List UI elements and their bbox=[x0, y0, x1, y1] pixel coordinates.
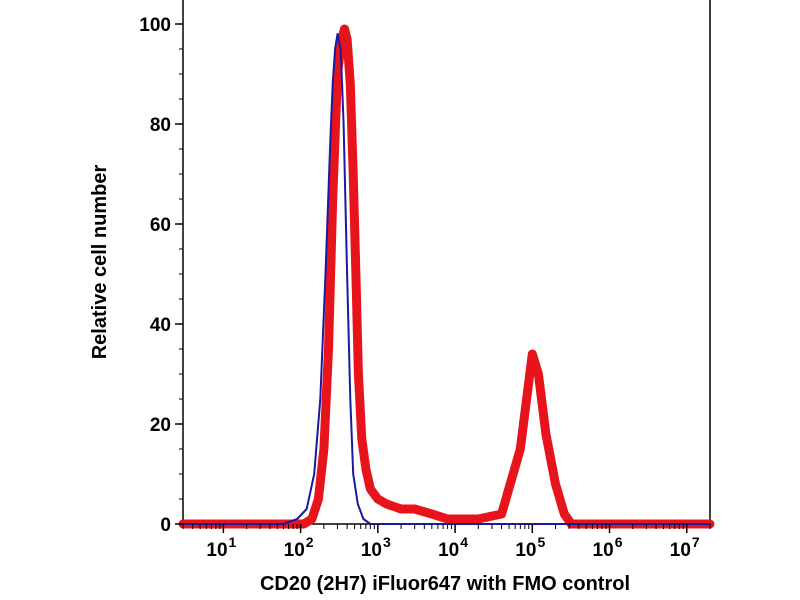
y-tick-label: 60 bbox=[150, 215, 171, 236]
plot-area bbox=[182, 0, 711, 525]
x-tick-label: 104 bbox=[438, 534, 468, 561]
x-tick-label: 101 bbox=[206, 534, 236, 561]
x-tick-label: 103 bbox=[361, 534, 391, 561]
series-line-fmo-control bbox=[182, 33, 711, 525]
y-tick-label: 20 bbox=[150, 415, 171, 436]
series-layer bbox=[178, 24, 715, 529]
y-tick-label: 100 bbox=[139, 15, 171, 36]
x-tick-label: 105 bbox=[515, 534, 545, 561]
x-tick-label: 102 bbox=[284, 534, 314, 561]
y-tick-label: 40 bbox=[150, 315, 171, 336]
y-axis-ticks: 0 20 40 60 80 100 bbox=[139, 15, 183, 536]
series-line-cd20-ifluor647 bbox=[178, 24, 715, 529]
x-axis-ticks: 101 102 103 104 105 106 107 bbox=[182, 524, 711, 561]
y-axis-title: Relative cell number bbox=[89, 165, 111, 360]
x-tick-label: 106 bbox=[593, 534, 623, 561]
y-tick-label: 80 bbox=[150, 115, 171, 136]
x-axis-title: CD20 (2H7) iFluor647 with FMO control bbox=[260, 573, 630, 595]
y-tick-label: 0 bbox=[160, 515, 171, 536]
x-tick-label: 107 bbox=[670, 534, 700, 561]
